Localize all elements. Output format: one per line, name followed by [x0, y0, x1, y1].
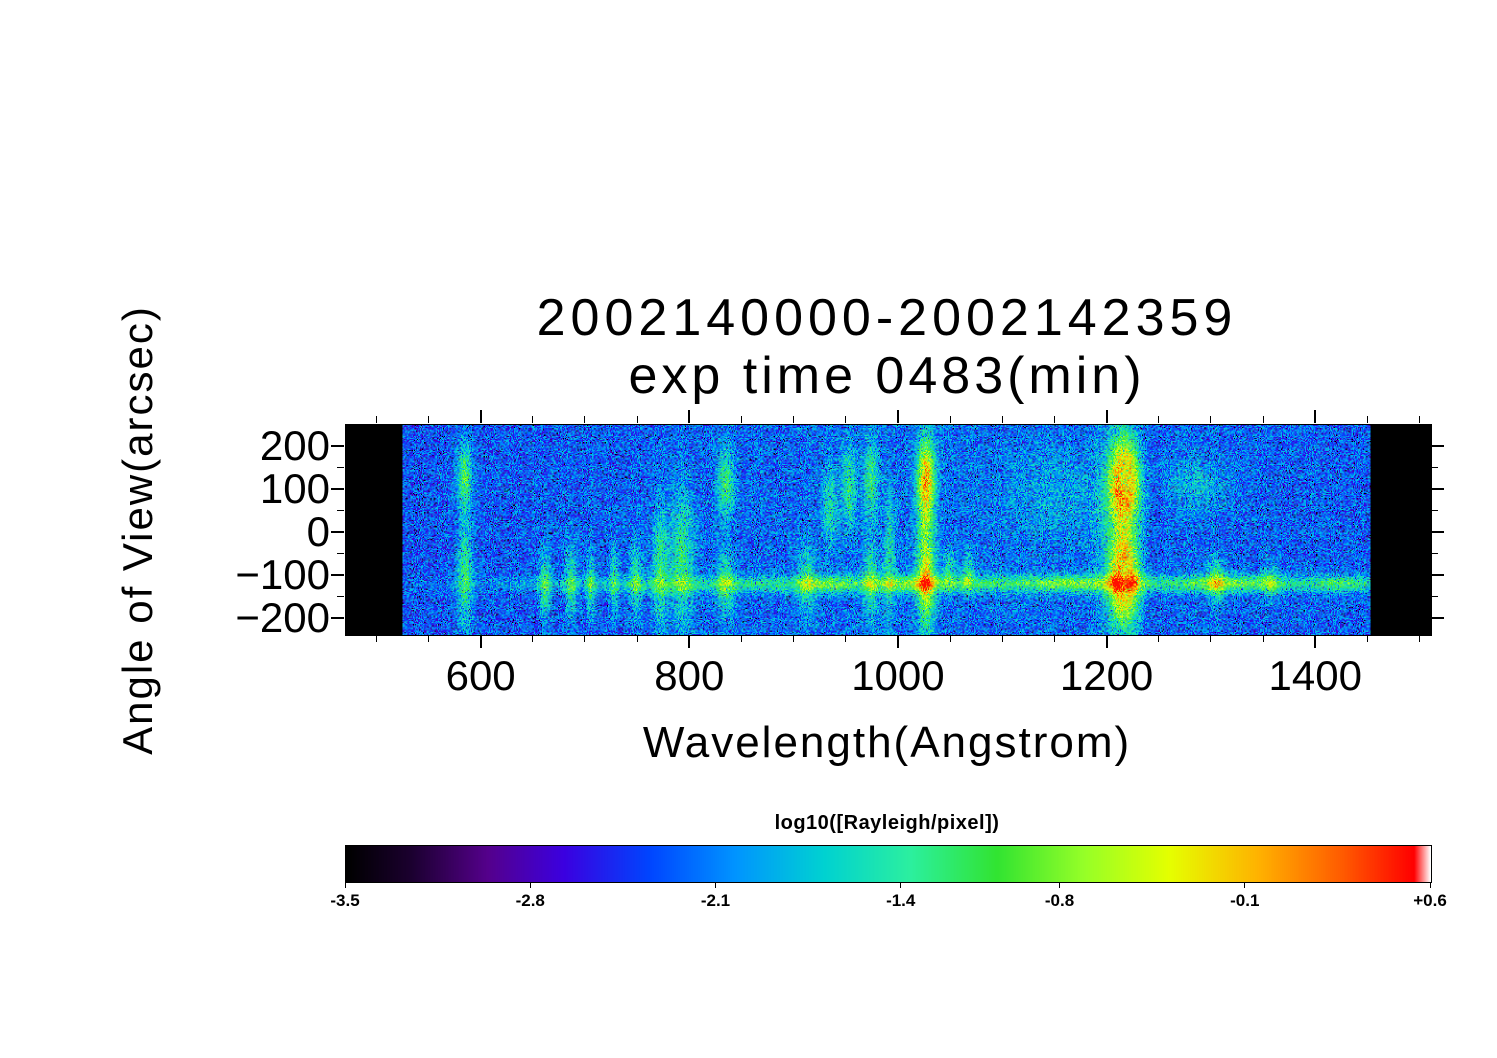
x-axis-label: Wavelength(Angstrom)	[642, 718, 1132, 767]
x-tick-label: 1200	[1059, 652, 1154, 699]
colorbar-tick	[900, 883, 902, 888]
axis-tick	[1431, 466, 1438, 468]
axis-tick	[636, 635, 638, 642]
plot-title-line2: exp time 0483(min)	[628, 347, 1146, 405]
colorbar-tick	[1429, 883, 1431, 888]
axis-tick	[1105, 410, 1108, 423]
colorbar-tick-label: +0.6	[1413, 891, 1447, 910]
axis-tick	[1158, 635, 1160, 642]
axis-tick	[1210, 416, 1212, 423]
axis-tick	[479, 410, 482, 423]
axis-tick	[331, 617, 344, 620]
axis-tick	[896, 635, 899, 648]
x-tick-label: 600	[445, 652, 516, 699]
axis-tick	[1431, 487, 1444, 490]
axis-tick	[1431, 595, 1438, 597]
axis-tick	[740, 635, 742, 642]
axis-tick	[584, 635, 586, 642]
axis-tick	[1366, 416, 1368, 423]
axis-tick	[337, 595, 344, 597]
x-tick-label: 800	[654, 652, 725, 699]
axis-tick	[331, 487, 344, 490]
axis-tick	[845, 635, 847, 642]
axis-tick	[688, 635, 691, 648]
colorbar-tick	[714, 883, 716, 888]
spectrogram-plot	[345, 424, 1432, 636]
axis-tick	[1314, 410, 1317, 423]
axis-tick	[1210, 635, 1212, 642]
plot-title-line1: 2002140000-2002142359	[536, 289, 1238, 347]
axis-tick	[793, 635, 795, 642]
axis-tick	[1419, 416, 1421, 423]
x-tick-label: 1400	[1268, 652, 1362, 699]
axis-tick	[375, 635, 377, 642]
y-tick-label: −200	[235, 594, 330, 642]
axis-tick	[1431, 444, 1444, 447]
colorbar	[345, 845, 1432, 883]
axis-tick	[1158, 416, 1160, 423]
axis-tick	[896, 410, 899, 423]
axis-tick	[331, 444, 344, 447]
colorbar-tick	[529, 883, 531, 888]
axis-tick	[1053, 635, 1055, 642]
colorbar-tick-label: -2.8	[515, 891, 545, 910]
axis-tick	[1105, 635, 1108, 648]
heatmap-canvas	[346, 425, 1431, 635]
colorbar-tick	[1059, 883, 1060, 888]
axis-tick	[845, 416, 847, 423]
axis-tick	[688, 410, 691, 423]
axis-tick	[532, 635, 534, 642]
colorbar-tick	[344, 883, 346, 888]
axis-tick	[1001, 416, 1003, 423]
colorbar-tick-label: -2.1	[700, 891, 731, 910]
colorbar-label: log10([Rayleigh/pixel])	[774, 812, 1000, 834]
axis-tick	[1419, 635, 1421, 642]
colorbar-tick-label: -0.8	[1044, 891, 1075, 910]
axis-tick	[636, 416, 638, 423]
axis-tick	[1431, 617, 1444, 620]
axis-tick	[1053, 416, 1055, 423]
axis-tick	[1431, 573, 1444, 576]
axis-tick	[1001, 635, 1003, 642]
axis-tick	[331, 573, 344, 576]
axis-tick	[949, 416, 951, 423]
axis-tick	[532, 416, 534, 423]
y-tick-label: 200	[259, 421, 330, 469]
axis-tick	[331, 530, 344, 533]
axis-tick	[1366, 635, 1368, 642]
axis-tick	[479, 635, 482, 648]
axis-tick	[337, 466, 344, 468]
axis-tick	[1314, 635, 1317, 648]
axis-tick	[740, 416, 742, 423]
y-tick-label: 100	[259, 464, 330, 512]
colorbar-tick-label: -1.4	[886, 891, 916, 910]
axis-tick	[1262, 416, 1264, 423]
colorbar-tick-label: -0.1	[1230, 891, 1260, 910]
colorbar-tick	[1244, 883, 1246, 888]
axis-tick	[375, 416, 377, 423]
y-tick-label: −100	[235, 550, 330, 598]
axis-tick	[427, 416, 429, 423]
axis-tick	[337, 552, 344, 554]
x-tick-label: 1000	[851, 652, 945, 699]
colorbar-canvas	[346, 846, 1431, 882]
axis-tick	[1431, 530, 1444, 533]
axis-tick	[427, 635, 429, 642]
y-tick-label: 0	[306, 507, 330, 555]
axis-tick	[337, 509, 344, 511]
axis-tick	[793, 416, 795, 423]
colorbar-tick-label: -3.5	[330, 891, 360, 910]
axis-tick	[1431, 552, 1438, 554]
axis-tick	[1431, 509, 1438, 511]
axis-tick	[1262, 635, 1264, 642]
axis-tick	[584, 416, 586, 423]
y-axis-label: Angle of View(arcsec)	[114, 305, 161, 755]
axis-tick	[949, 635, 951, 642]
